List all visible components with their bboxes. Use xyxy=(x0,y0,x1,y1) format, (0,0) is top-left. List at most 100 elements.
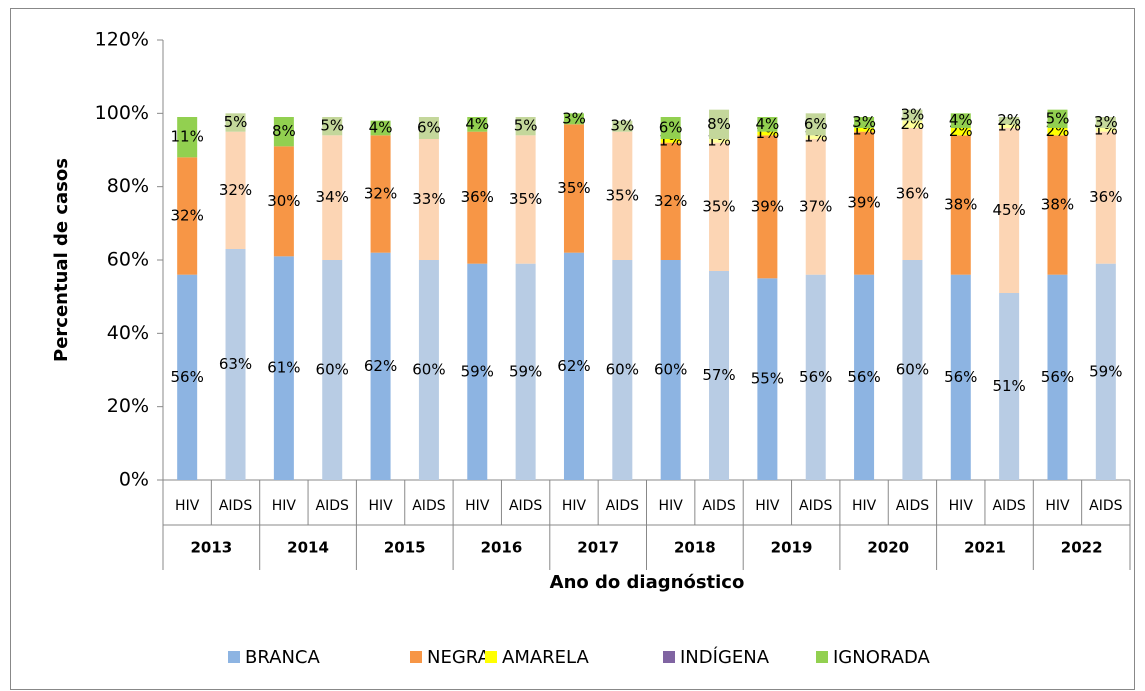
bar-segment xyxy=(273,146,294,257)
y-tick-label: 120% xyxy=(95,29,149,51)
data-label: 35% xyxy=(702,197,735,215)
group-label: 2016 xyxy=(481,539,523,557)
legend-label: AMARELA xyxy=(502,647,589,668)
bar-segment xyxy=(950,135,971,275)
y-tick-label: 0% xyxy=(119,469,149,491)
data-label: 62% xyxy=(364,357,397,375)
data-label: 51% xyxy=(992,377,1025,395)
bar-segment xyxy=(177,157,198,275)
bar-segment xyxy=(612,260,633,480)
bar-segment xyxy=(225,131,246,249)
x-tick-label: HIV xyxy=(465,498,490,514)
bar-segment xyxy=(1047,274,1068,480)
bar-segment xyxy=(177,274,198,480)
data-label: 6% xyxy=(659,119,683,137)
bar-segment xyxy=(709,271,730,480)
x-tick-label: AIDS xyxy=(992,498,1025,514)
bar-segment xyxy=(467,131,488,264)
x-tick-label: AIDS xyxy=(509,498,542,514)
data-label: 39% xyxy=(751,197,784,215)
data-label: 60% xyxy=(316,361,349,379)
group-label: 2021 xyxy=(964,539,1006,557)
x-tick-label: HIV xyxy=(368,498,393,514)
data-label: 36% xyxy=(896,185,929,203)
x-tick-label: HIV xyxy=(175,498,200,514)
group-label: 2017 xyxy=(577,539,619,557)
data-label: 32% xyxy=(171,207,204,225)
y-tick-label: 80% xyxy=(107,175,149,197)
data-label: 60% xyxy=(606,361,639,379)
bar-segment xyxy=(805,135,826,139)
data-label: 4% xyxy=(465,115,489,133)
bar-segment xyxy=(854,274,875,480)
group-label: 2020 xyxy=(867,539,909,557)
legend-swatch xyxy=(410,651,422,663)
group-label: 2013 xyxy=(190,539,232,557)
data-label: 5% xyxy=(320,117,344,135)
data-label: 6% xyxy=(804,115,828,133)
data-label: 38% xyxy=(944,196,977,214)
legend-label: IGNORADA xyxy=(833,647,931,668)
data-label: 4% xyxy=(369,119,393,137)
data-label: 5% xyxy=(224,113,248,131)
x-tick-label: HIV xyxy=(272,498,297,514)
bar-segment xyxy=(225,113,246,132)
bar-segment xyxy=(322,117,343,136)
bar-segment xyxy=(177,117,198,158)
bar-segment xyxy=(467,263,488,480)
data-label: 8% xyxy=(707,115,731,133)
bar-segment xyxy=(950,128,971,136)
data-label: 35% xyxy=(557,179,590,197)
bar-segment xyxy=(854,131,875,275)
bar-segment xyxy=(370,120,391,136)
bar-segment xyxy=(999,124,1020,128)
bar-segment xyxy=(563,113,584,125)
data-label: 36% xyxy=(1089,188,1122,206)
data-label: 6% xyxy=(417,119,441,137)
x-tick-label: AIDS xyxy=(799,498,832,514)
data-label: 62% xyxy=(557,357,590,375)
bar-segment xyxy=(418,139,439,260)
data-label: 5% xyxy=(514,117,538,135)
data-label: 36% xyxy=(461,188,494,206)
data-label: 56% xyxy=(171,368,204,386)
data-label: 3% xyxy=(852,113,876,131)
data-label: 60% xyxy=(654,361,687,379)
bar-segment xyxy=(225,249,246,480)
bar-segment xyxy=(902,128,923,260)
bar-segment xyxy=(805,113,826,136)
bar-segment xyxy=(1047,135,1068,275)
data-label: 59% xyxy=(1089,362,1122,380)
bar-segment xyxy=(660,139,681,143)
bar-segment xyxy=(902,120,923,128)
data-label: 59% xyxy=(509,362,542,380)
bar-segment xyxy=(418,117,439,139)
data-label: 56% xyxy=(1041,368,1074,386)
y-tick-label: 60% xyxy=(107,249,149,271)
data-label: 34% xyxy=(316,188,349,206)
bar-segment xyxy=(370,252,391,480)
bar-segment xyxy=(1047,109,1068,128)
bar-segment xyxy=(660,117,681,139)
group-label: 2014 xyxy=(287,539,329,557)
bar-segment xyxy=(563,124,584,253)
data-label: 45% xyxy=(992,201,1025,219)
data-label: 11% xyxy=(171,128,204,146)
bar-segment xyxy=(709,142,730,271)
x-tick-label: AIDS xyxy=(412,498,445,514)
legend-swatch xyxy=(663,651,675,663)
data-label: 4% xyxy=(755,115,779,133)
bar-segment xyxy=(757,135,778,279)
x-tick-label: AIDS xyxy=(606,498,639,514)
data-label: 32% xyxy=(364,185,397,203)
bar-segment xyxy=(660,142,681,260)
bar-segment xyxy=(805,274,826,480)
group-label: 2018 xyxy=(674,539,716,557)
bar-segment xyxy=(467,117,488,132)
data-label: 3% xyxy=(1094,113,1118,131)
legend-label: BRANCA xyxy=(245,647,320,668)
legend-swatch xyxy=(228,651,240,663)
y-tick-label: 40% xyxy=(107,322,149,344)
bar-segment xyxy=(854,128,875,132)
